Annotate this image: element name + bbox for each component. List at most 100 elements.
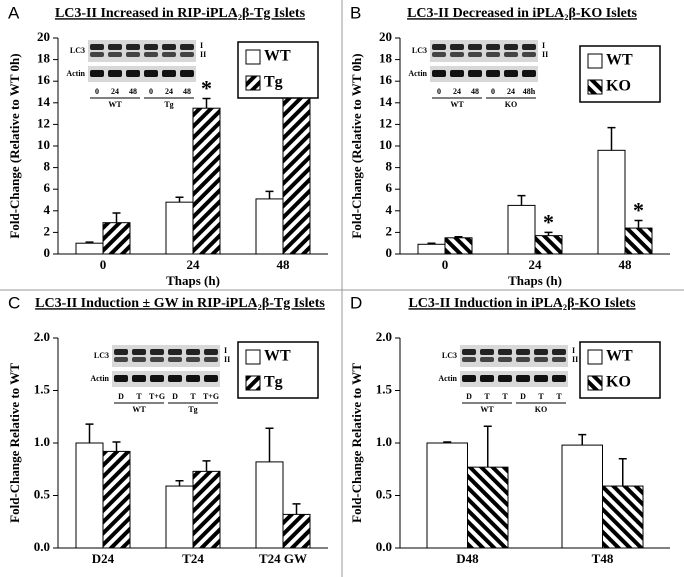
error-bar [578,433,587,446]
lane-label: 0 [491,87,495,96]
bar [255,198,284,255]
blot-band [504,70,518,77]
blot-band [162,70,176,77]
blot-form: II [542,50,548,59]
blot-band [144,52,158,57]
significance-mark: * [633,198,644,223]
y-tick-label: 0 [386,245,393,260]
error-bar [265,190,274,199]
blot-label: LC3 [412,46,427,55]
blot-band [114,349,128,355]
y-tick-label: 14 [379,94,393,109]
bar [192,470,221,549]
lane-label: 0 [437,87,441,96]
lane-label: 24 [111,87,119,96]
bar [597,149,626,255]
legend-label: WT [264,348,291,365]
bar [624,227,653,255]
y-tick-label: 10 [37,137,50,152]
blot-band [522,44,536,50]
error-bar [85,241,94,244]
error-bar [202,460,211,472]
y-axis-label: Fold-Change Relative to WT [349,363,364,523]
blot-band [450,70,464,77]
error-bar [112,212,121,223]
error-bar [265,427,274,462]
error-bar [483,425,492,468]
blot-actin [460,371,568,387]
blot-band [450,52,464,57]
lane-label: 48 [183,87,191,96]
blot-band [498,375,512,382]
blot-form: II [572,355,578,364]
blot-label: Actin [438,374,457,383]
bar [75,442,104,549]
chart-title: LC3-II Induction in iPLA₂β-KO Islets [408,296,636,311]
error-bar [85,423,94,443]
lane-label: 0 [95,87,99,96]
blot-form: I [224,346,227,355]
blot-band [552,375,566,382]
y-tick-label: 8 [386,159,393,174]
x-tick-label: 24 [187,257,201,272]
blot-actin [430,66,538,82]
blot-actin [112,371,220,387]
bar [602,485,644,549]
bar [282,513,311,549]
lane-label: D [118,392,124,401]
y-tick-label: 0.5 [376,486,393,501]
group-label: WT [450,100,464,109]
blot-band [114,375,128,382]
group-label: KO [535,405,547,414]
y-tick-label: 1.0 [376,434,392,449]
legend-label: WT [606,348,633,365]
lane-label: D [520,392,526,401]
blot-band [486,44,500,50]
blot-band [114,357,128,362]
blot-label: Actin [90,374,109,383]
blot-band [150,349,164,355]
y-tick-label: 2 [386,223,393,238]
blot-lc3 [112,345,220,367]
y-tick-label: 16 [37,72,51,87]
blot-band [204,349,218,355]
blot-band [432,70,446,77]
x-tick-label: T24 [182,551,204,566]
error-bar [607,126,616,151]
panel-letter: D [350,293,362,312]
bar [467,466,509,549]
bar [102,450,131,549]
error-bar [427,242,436,245]
blot-band [168,375,182,382]
blot-band [108,52,122,57]
y-tick-label: 2 [44,223,51,238]
blot-band [180,44,194,50]
error-bar [202,97,211,109]
bar [417,243,446,255]
blot-band [462,357,476,362]
lane-label: T [556,392,562,401]
legend-label: Tg [264,74,283,91]
lane-label: T [502,392,508,401]
blot-band [468,52,482,57]
bar [255,461,284,549]
y-tick-label: 0 [44,245,51,260]
blot-form: II [224,355,230,364]
y-tick-label: 8 [44,159,51,174]
blot-band [486,52,500,57]
blot-band [108,44,122,50]
lane-label: 24 [453,87,461,96]
blot-band [462,375,476,382]
blot-band [522,52,536,57]
blot-band [498,349,512,355]
lane-label: D [466,392,472,401]
blot-band [108,70,122,77]
blot-lc3 [460,345,568,367]
blot-band [468,44,482,50]
blot-lc3 [88,40,196,62]
bar [444,237,473,255]
legend-swatch [587,79,603,95]
significance-mark: * [543,209,554,234]
y-tick-label: 6 [44,180,51,195]
